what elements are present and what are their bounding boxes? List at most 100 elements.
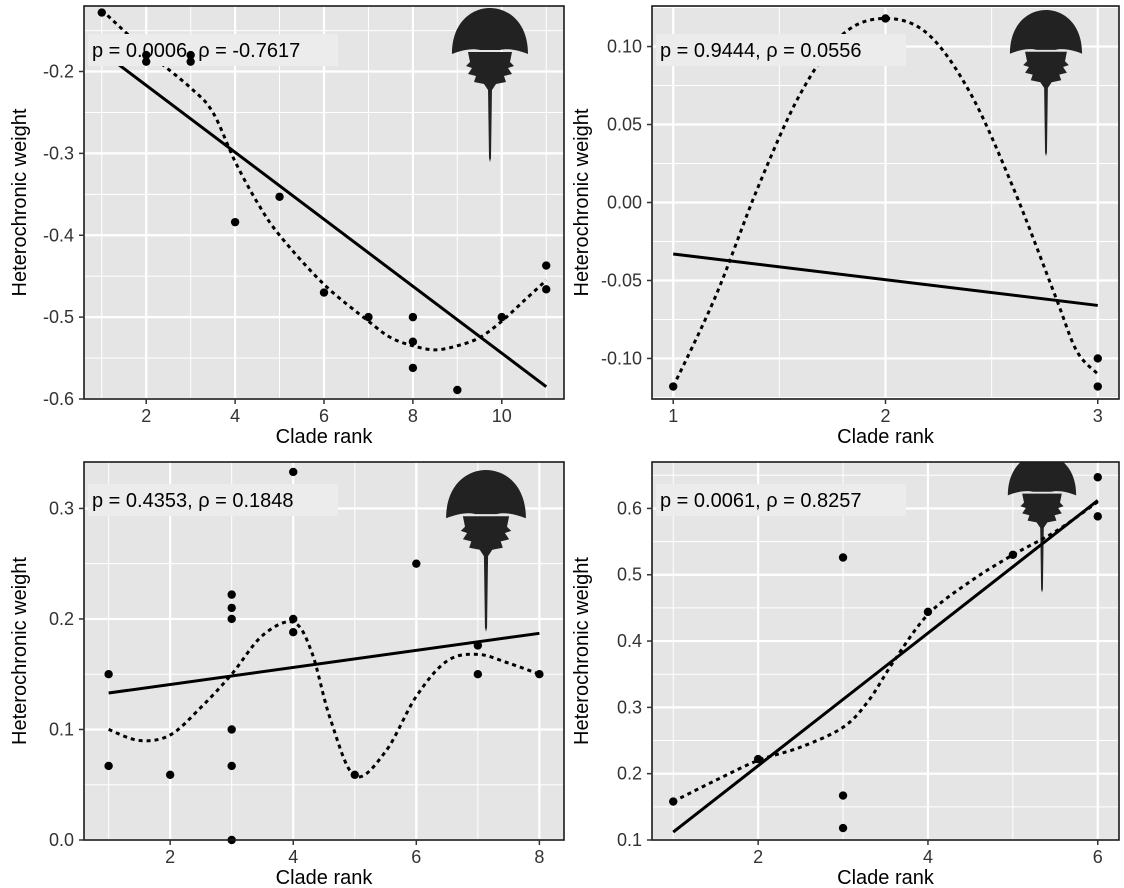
data-point	[227, 590, 236, 599]
annotation-text: p = 0.0006, ρ = -0.7617	[92, 40, 300, 62]
x-tick-label: 10	[492, 406, 512, 426]
y-tick-label: -0.3	[43, 143, 74, 163]
x-tick-label: 4	[288, 847, 298, 867]
x-tick-label: 2	[141, 406, 151, 426]
data-point	[227, 603, 236, 613]
x-tick-label: 8	[408, 406, 418, 426]
data-point	[186, 57, 195, 66]
data-point	[408, 363, 418, 373]
data-point	[408, 337, 418, 346]
stats-annotation: p = 0.0006, ρ = -0.7617	[88, 34, 338, 66]
data-point	[473, 670, 483, 679]
data-point	[165, 770, 175, 779]
x-tick-label: 6	[319, 406, 329, 426]
x-tick-label: 3	[1093, 406, 1103, 426]
data-point	[838, 823, 848, 833]
data-point	[669, 382, 678, 391]
data-point	[1093, 354, 1102, 363]
stats-annotation: p = 0.9444, ρ = 0.0556	[656, 34, 906, 66]
annotation-text: p = 0.4353, ρ = 0.1848	[92, 490, 294, 512]
y-tick-label: 0.4	[617, 631, 642, 651]
data-point	[186, 50, 195, 60]
y-tick-label: 0.1	[49, 719, 74, 739]
y-axis-title: Heterochronic weight	[9, 108, 31, 296]
stats-annotation: p = 0.0061, ρ = 0.8257	[656, 484, 906, 516]
horseshoe-crab-icon	[452, 8, 528, 162]
y-tick-label: -0.6	[43, 389, 74, 409]
y-tick-label: 0.2	[617, 764, 642, 784]
x-tick-label: 6	[411, 847, 421, 867]
x-tick-label: 4	[923, 847, 933, 867]
y-tick-label: -0.5	[43, 307, 74, 327]
data-point	[542, 261, 551, 270]
x-tick-label: 2	[753, 847, 763, 867]
data-point	[142, 57, 151, 66]
annotation-background	[656, 34, 906, 66]
x-axis-title: Clade rank	[276, 867, 374, 888]
data-point	[881, 14, 890, 23]
chart-panel-bottom-left: p = 0.4353, ρ = 0.1848 2 4 6 8 0.0 0.1 0.2 0.3 Cl…	[9, 461, 565, 888]
regression-line	[108, 631, 540, 695]
plot-border	[651, 461, 1120, 841]
x-tick-label: 1	[668, 406, 678, 426]
y-axis-title: Heterochronic weight	[9, 557, 31, 745]
data-point	[319, 288, 329, 297]
data-point	[230, 217, 240, 227]
y-tick-label: 0.10	[607, 37, 642, 57]
y-tick-label: 0.3	[617, 697, 642, 717]
annotation-background	[88, 34, 338, 66]
x-tick-label: 8	[534, 847, 544, 867]
data-point	[1093, 382, 1102, 391]
x-axis-title: Clade rank	[837, 867, 935, 888]
data-point	[275, 192, 284, 201]
data-point	[227, 614, 236, 624]
x-tick-label: 2	[880, 406, 890, 426]
x-axis-title: Clade rank	[837, 426, 935, 448]
regression-line	[100, 50, 548, 388]
data-point	[535, 670, 544, 679]
stats-annotation: p = 0.4353, ρ = 0.1848	[88, 484, 338, 516]
chart-panels: p = 0.0006, ρ = -0.7617 2 4 6 8 10 -0.6 -0.5 -0.…	[9, 5, 1120, 888]
regression-line	[673, 252, 1098, 307]
y-tick-label: 0.2	[49, 609, 74, 629]
data-point	[97, 8, 106, 17]
horseshoe-crab-icon	[1009, 9, 1083, 157]
annotation-text: p = 0.9444, ρ = 0.0556	[660, 40, 862, 62]
x-axis-title: Clade rank	[276, 426, 374, 448]
x-tick-label: 2	[165, 847, 175, 867]
y-axis-title: Heterochronic weight	[571, 557, 593, 745]
data-point	[838, 553, 848, 562]
y-tick-label: -0.05	[601, 270, 642, 290]
data-point	[1093, 473, 1102, 482]
data-point	[753, 754, 763, 764]
data-point	[923, 607, 933, 617]
data-point	[412, 559, 421, 568]
y-axis-title: Heterochronic weight	[571, 108, 593, 296]
chart-panel-top-right: p = 0.9444, ρ = 0.0556 1 2 3 -0.10 -0.05 0.00 0…	[571, 5, 1120, 448]
regression-line	[672, 499, 1099, 834]
data-point	[104, 670, 113, 679]
y-tick-label: 0.0	[49, 830, 74, 850]
data-point	[669, 797, 678, 806]
data-point	[453, 385, 462, 395]
data-point	[289, 467, 298, 477]
smoothed-curve	[671, 16, 1099, 388]
data-point	[1008, 550, 1018, 560]
data-point	[1093, 512, 1102, 521]
x-tick-label: 6	[1093, 847, 1103, 867]
annotation-background	[656, 484, 906, 516]
data-point	[497, 312, 506, 322]
data-point	[227, 725, 236, 734]
horseshoe-crab-icon	[446, 470, 526, 632]
horseshoe-crab-icon	[1007, 462, 1077, 593]
data-point	[142, 50, 151, 60]
y-tick-label: 0.05	[607, 115, 642, 135]
data-point	[350, 770, 359, 779]
annotation-text: p = 0.0061, ρ = 0.8257	[660, 490, 862, 512]
annotation-background	[88, 484, 338, 516]
smoothed-curve	[108, 620, 540, 779]
data-point	[227, 761, 236, 771]
data-point	[289, 628, 298, 637]
y-tick-label: 0.3	[49, 498, 74, 518]
